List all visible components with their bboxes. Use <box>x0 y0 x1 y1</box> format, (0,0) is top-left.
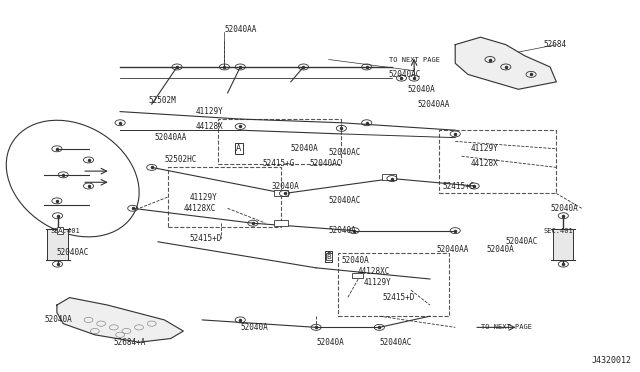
Text: 52040A: 52040A <box>316 338 344 347</box>
Text: 52040AC: 52040AC <box>329 148 361 157</box>
Text: 41129Y: 41129Y <box>189 193 218 202</box>
Polygon shape <box>455 37 556 89</box>
Bar <box>351 273 363 278</box>
Text: 52040A: 52040A <box>341 256 369 265</box>
Text: 52040A: 52040A <box>408 85 436 94</box>
Bar <box>47 229 68 260</box>
Text: TO NEXT PAGE: TO NEXT PAGE <box>389 57 440 62</box>
Text: 41129Y: 41129Y <box>364 278 391 287</box>
Text: 52040A: 52040A <box>44 315 72 324</box>
Text: 52040A: 52040A <box>550 204 578 213</box>
Text: 52040A: 52040A <box>240 323 268 332</box>
Bar <box>275 220 288 226</box>
Text: 52040AA: 52040AA <box>155 133 188 142</box>
Text: 52684+A: 52684+A <box>114 338 146 347</box>
Bar <box>382 174 396 180</box>
Text: 32040A: 32040A <box>272 182 300 190</box>
Bar <box>339 253 449 316</box>
Text: 52502M: 52502M <box>148 96 177 105</box>
Text: TO NEXT PAGE: TO NEXT PAGE <box>481 324 531 330</box>
Text: 52040AA: 52040AA <box>436 245 468 254</box>
Text: J4320012: J4320012 <box>591 356 631 365</box>
Text: A: A <box>58 228 63 234</box>
Text: A: A <box>236 144 242 153</box>
Bar <box>440 130 556 193</box>
Polygon shape <box>57 298 183 342</box>
Text: 52040AC: 52040AC <box>380 338 412 347</box>
Text: B: B <box>326 252 332 261</box>
Text: 52040AC: 52040AC <box>57 248 89 257</box>
Text: 52040AC: 52040AC <box>310 159 342 168</box>
Text: 52040AC: 52040AC <box>389 70 421 79</box>
Text: 44128XC: 44128XC <box>357 267 390 276</box>
Text: 52040A: 52040A <box>291 144 319 153</box>
Text: 52040AA: 52040AA <box>417 100 450 109</box>
Text: 52040AC: 52040AC <box>329 196 361 205</box>
Bar <box>218 119 341 164</box>
Bar <box>553 229 573 260</box>
Text: 44128X: 44128X <box>471 159 499 168</box>
Bar <box>275 190 288 196</box>
Text: 52040AC: 52040AC <box>506 237 538 246</box>
Text: SEC.401: SEC.401 <box>544 228 573 234</box>
Text: 52040A: 52040A <box>487 245 515 254</box>
Text: 52415+G: 52415+G <box>262 159 295 168</box>
Text: 52040AA: 52040AA <box>225 25 257 34</box>
Text: 52415+G: 52415+G <box>443 182 475 190</box>
Bar <box>168 167 282 227</box>
Text: 52502HC: 52502HC <box>164 155 196 164</box>
Text: 52684: 52684 <box>544 40 567 49</box>
Text: 44128X: 44128X <box>196 122 224 131</box>
Text: 52415+D: 52415+D <box>189 234 222 243</box>
Text: 52415+D: 52415+D <box>383 293 415 302</box>
Text: B: B <box>326 254 331 260</box>
Text: 44128XC: 44128XC <box>183 204 216 213</box>
Text: 52040A: 52040A <box>329 226 356 235</box>
Text: 41129Y: 41129Y <box>471 144 499 153</box>
Text: SEC.401: SEC.401 <box>51 228 81 234</box>
Text: 41129Y: 41129Y <box>196 107 224 116</box>
